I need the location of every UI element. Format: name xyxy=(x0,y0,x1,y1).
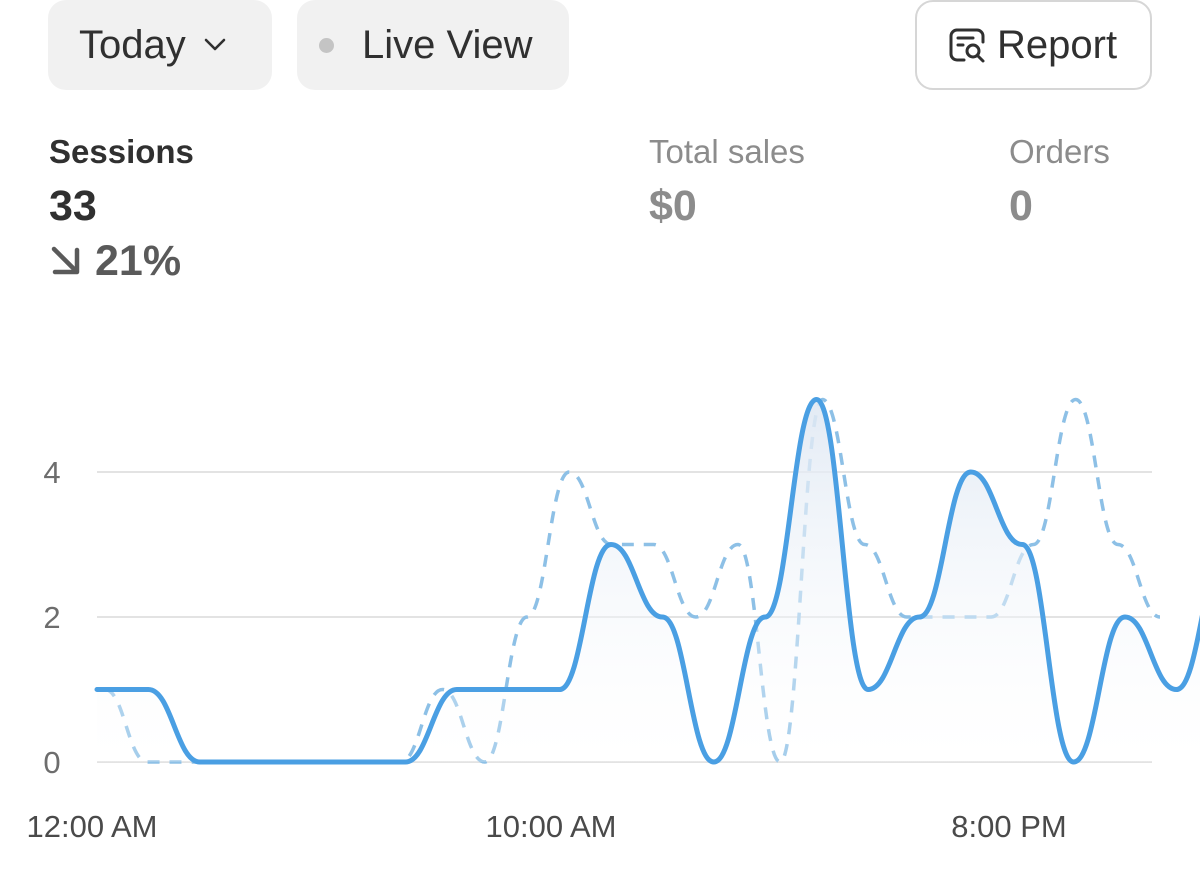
report-search-icon xyxy=(947,25,987,65)
date-range-button[interactable]: Today xyxy=(48,0,272,90)
x-tick-label-1: 10:00 AM xyxy=(486,809,617,844)
sessions-change: 21% xyxy=(49,236,194,286)
total-sales-label: Total sales xyxy=(649,133,805,170)
sessions-metric[interactable]: Sessions 33 21% xyxy=(49,132,194,286)
x-tick-label-0: 12:00 AM xyxy=(27,809,158,844)
series-current-line xyxy=(94,397,1200,765)
orders-metric[interactable]: Orders 0 xyxy=(1009,132,1110,234)
x-tick-label-2: 8:00 PM xyxy=(951,809,1066,844)
status-dot-icon xyxy=(319,37,334,53)
report-button[interactable]: Report xyxy=(915,0,1152,90)
chevron-down-icon xyxy=(204,38,226,52)
date-range-label: Today xyxy=(79,22,186,67)
live-view-label: Live View xyxy=(362,22,533,67)
y-tick-label-0: 0 xyxy=(43,745,60,780)
report-label: Report xyxy=(997,22,1118,67)
series-current-area xyxy=(97,399,1200,762)
live-view-button[interactable]: Live View xyxy=(297,0,569,90)
sessions-value: 33 xyxy=(49,182,97,230)
y-tick-label-4: 4 xyxy=(43,455,60,490)
sessions-label: Sessions xyxy=(49,133,194,170)
total-sales-metric[interactable]: Total sales $0 xyxy=(649,132,805,234)
total-sales-value: $0 xyxy=(649,182,697,230)
sessions-chart: 0 2 4 12:00 AM 10:00 AM 8:00 PM xyxy=(27,397,1200,844)
arrow-down-right-icon xyxy=(49,244,83,278)
sessions-change-value: 21% xyxy=(95,237,182,285)
orders-value: 0 xyxy=(1009,182,1033,230)
y-tick-label-2: 2 xyxy=(43,600,60,635)
orders-label: Orders xyxy=(1009,133,1110,170)
